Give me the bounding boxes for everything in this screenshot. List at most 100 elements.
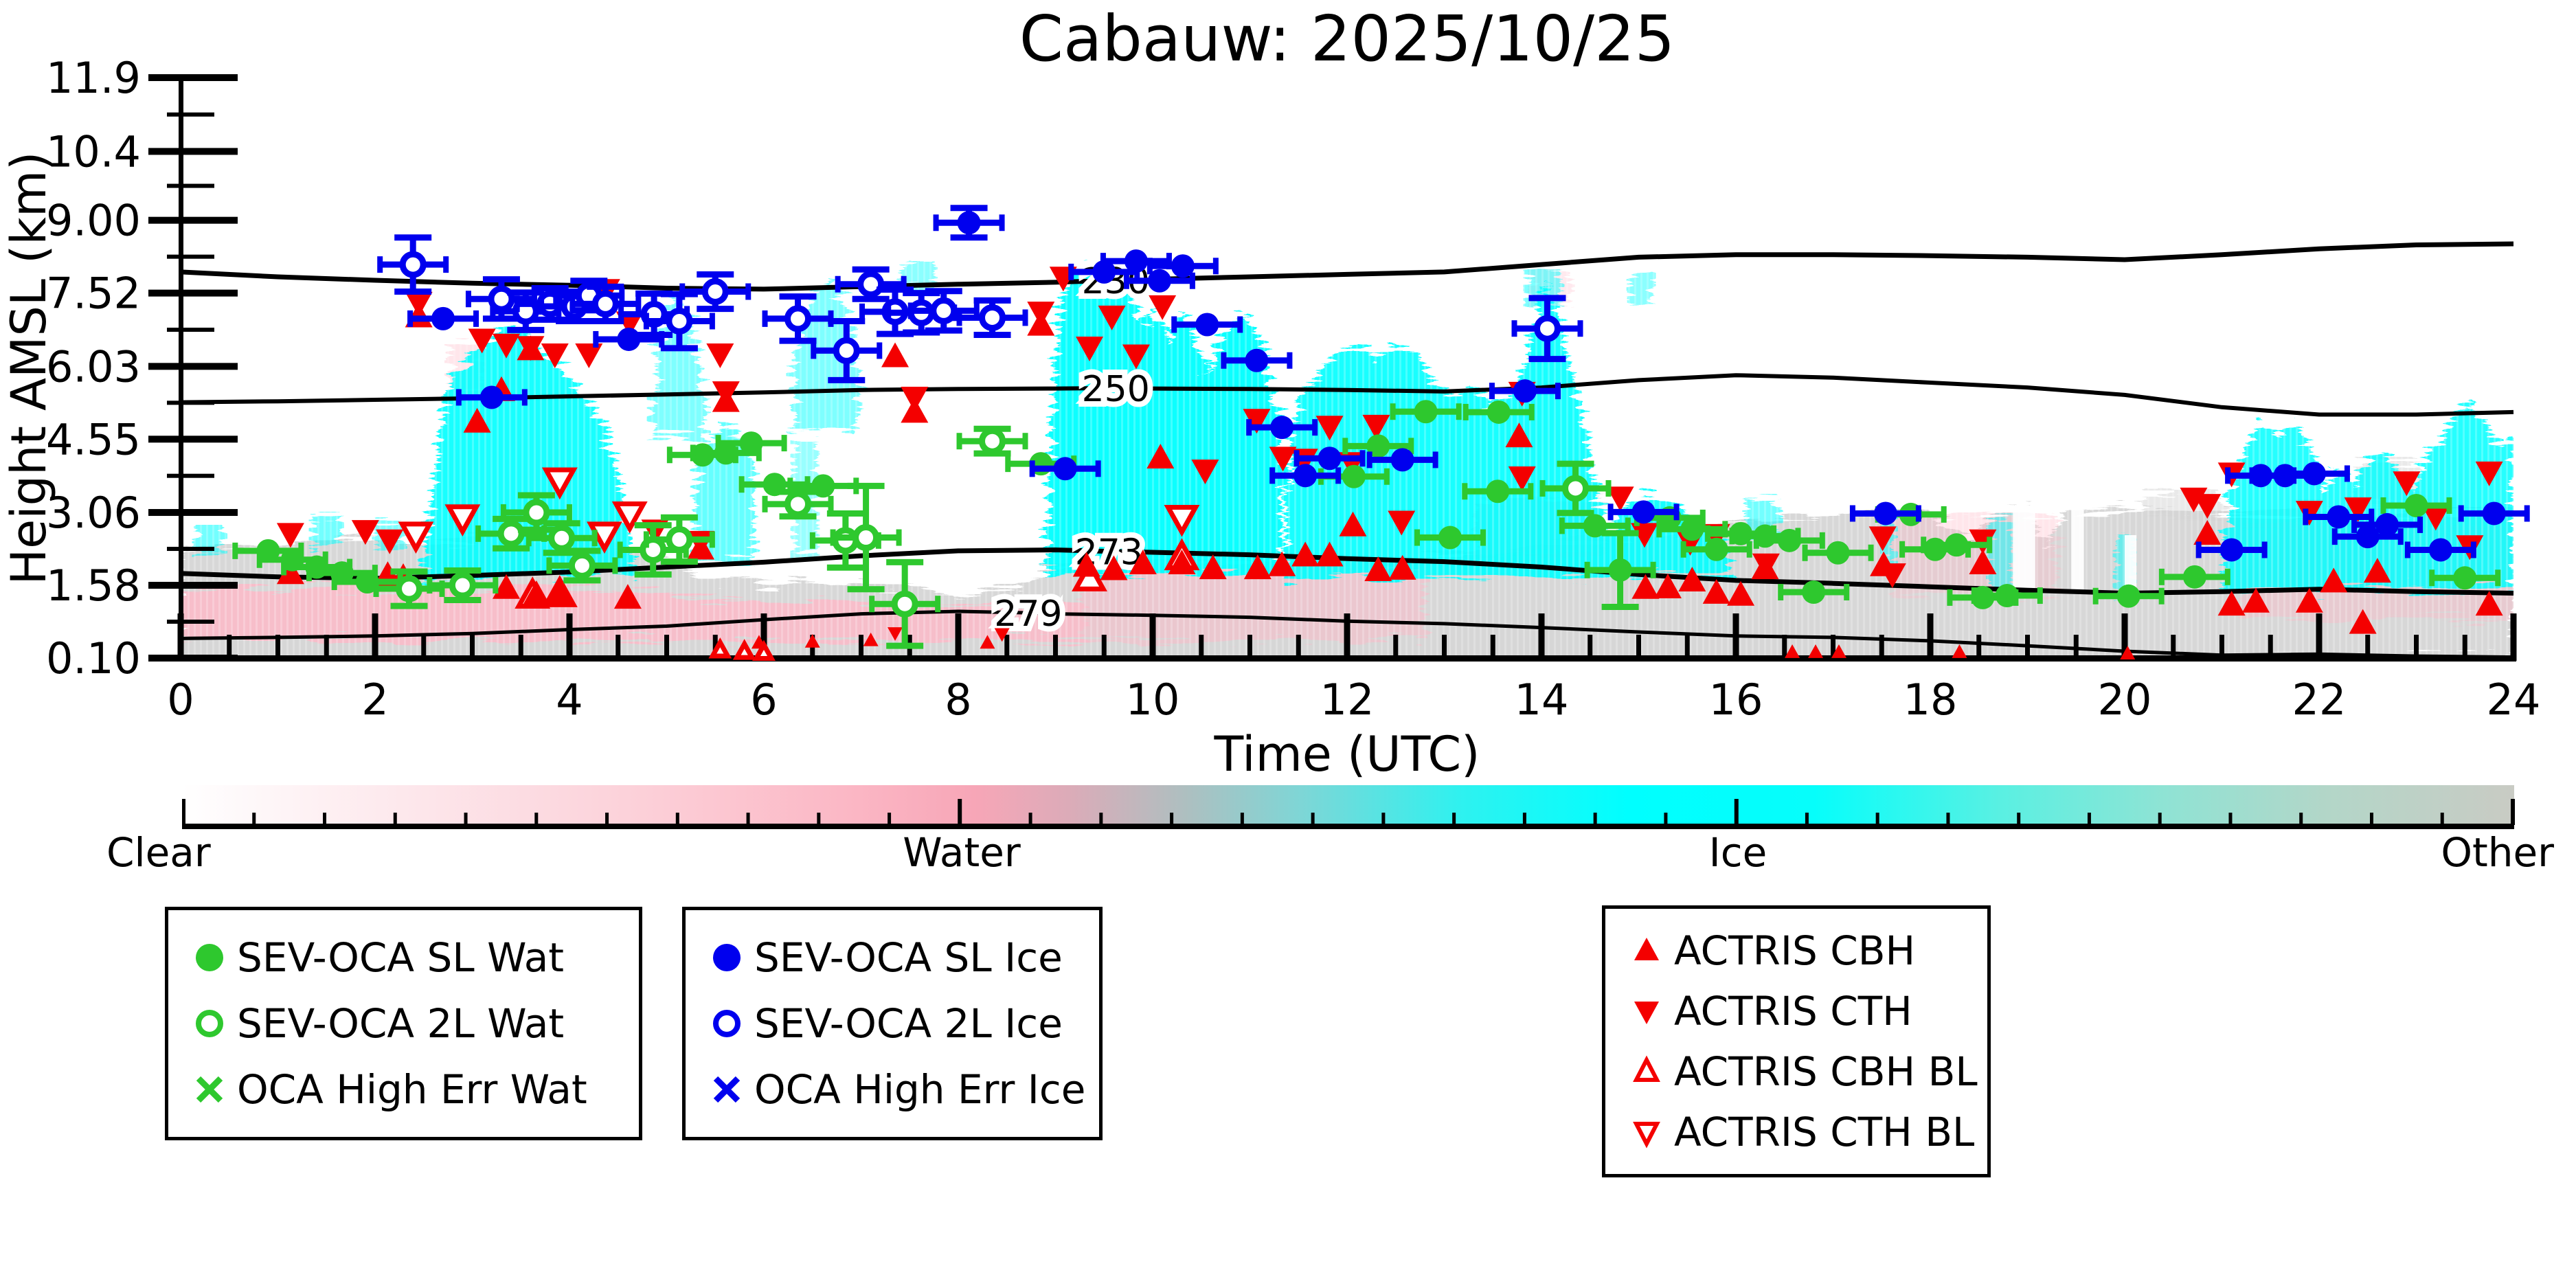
y-major-tick <box>148 655 238 662</box>
x-major-tick <box>1344 613 1351 661</box>
actris-cth-marker <box>1388 510 1416 536</box>
sev-oca-sl-wat-marker <box>1995 584 2019 608</box>
y-tick-label: 11.9 <box>46 53 141 103</box>
x-minor-tick <box>2219 635 2224 661</box>
actris-cth-marker <box>1149 295 1177 320</box>
sev-oca-sl-wat-marker <box>739 431 763 455</box>
sev-oca-sl-wat-marker <box>1802 580 1826 605</box>
legend-item: ACTRIS CBH BL <box>1630 1048 1987 1095</box>
actris-cbh-marker <box>1315 541 1344 567</box>
sev-oca-sl-wat-marker <box>1608 558 1632 582</box>
sev-oca-sl-ice-marker <box>2428 538 2452 562</box>
sev-oca-sl-ice-marker <box>2355 525 2380 549</box>
x-minor-tick <box>2171 635 2176 661</box>
sev-oca-2l-wat-marker <box>548 524 576 552</box>
x-marker-icon <box>713 1076 741 1103</box>
sev-oca-sl-wat-marker <box>811 474 835 498</box>
actris-cth-marker <box>1315 416 1344 441</box>
legend-item: SEV-OCA SL Wat <box>193 934 639 981</box>
x-tick-label: 0 <box>167 675 194 725</box>
actris-cth-marker <box>1508 466 1536 492</box>
y-major-tick <box>148 582 238 589</box>
sev-oca-sl-wat-marker <box>1486 479 1510 504</box>
actris-cbh-marker <box>493 574 521 599</box>
sev-oca-sl-ice-marker <box>431 306 455 330</box>
sev-oca-2l-wat-marker <box>1562 475 1590 502</box>
y-minor-tick <box>167 183 214 188</box>
x-minor-tick <box>859 635 863 661</box>
open-circle-icon <box>713 1010 741 1037</box>
legend-label: ACTRIS CTH BL <box>1674 1109 1975 1155</box>
y-minor-tick <box>167 473 214 478</box>
filled-triangle-down-icon <box>1634 1002 1659 1024</box>
x-minor-tick <box>615 635 621 661</box>
actris-cth-marker <box>1362 414 1390 440</box>
x-minor-tick <box>2268 635 2273 661</box>
actris-cth-bl-marker <box>611 501 648 534</box>
actris-cbh-marker <box>804 633 820 648</box>
sev-oca-sl-wat-marker <box>1826 541 1850 565</box>
colorbar-label-clear: Clear <box>106 829 211 876</box>
x-major-tick <box>760 613 767 661</box>
actris-cbh-marker <box>1727 580 1755 606</box>
x-major-tick <box>1149 613 1156 661</box>
actris-cth-marker <box>1243 409 1271 434</box>
sev-oca-sl-ice-marker <box>2327 505 2351 529</box>
sev-oca-sl-wat-marker <box>1342 464 1366 488</box>
actris-cth-marker <box>376 529 404 554</box>
legend-item: ACTRIS CBH <box>1630 927 1987 974</box>
actris-cth-marker <box>1122 344 1150 370</box>
actris-cth-marker <box>517 336 545 361</box>
x-minor-tick <box>1199 635 1204 661</box>
sev-oca-sl-wat-marker <box>1414 400 1438 424</box>
legend-water: SEV-OCA SL Wat SEV-OCA 2L Wat OCA High E… <box>165 907 642 1140</box>
actris-cth-bl-marker <box>586 521 622 554</box>
x-tick-label: 20 <box>2098 675 2152 725</box>
sev-oca-sl-ice-marker <box>1124 249 1148 273</box>
sev-oca-2l-wat-marker <box>979 427 1006 455</box>
actris-cth-marker <box>712 381 740 407</box>
x-minor-tick <box>1004 635 1010 661</box>
sev-oca-2l-ice-marker <box>1533 315 1561 342</box>
sev-oca-sl-wat-marker <box>2116 584 2140 608</box>
sev-oca-sl-wat-marker <box>355 570 379 594</box>
y-tick-label: 6.03 <box>46 341 141 392</box>
sev-oca-sl-ice-marker <box>1147 269 1171 293</box>
sev-oca-sl-ice-marker <box>1245 348 1269 372</box>
actris-cth-marker <box>2193 494 2222 519</box>
actris-cth-marker <box>468 328 496 354</box>
sev-oca-sl-ice-marker <box>617 327 641 351</box>
colorbar-label-other: Other <box>2441 829 2554 876</box>
actris-cth-marker <box>541 343 569 369</box>
sev-oca-2l-wat-marker <box>568 552 596 579</box>
sev-oca-sl-ice-marker <box>1390 448 1414 472</box>
actris-cth-marker <box>1630 523 1658 548</box>
x-axis-title: Time (UTC) <box>1214 726 1480 782</box>
sev-oca-sl-ice-marker <box>957 211 981 235</box>
actris-cth-bl-marker <box>1164 504 1200 537</box>
actris-cbh-marker <box>1952 644 1967 658</box>
actris-cth-marker <box>901 387 929 412</box>
category-colorbar <box>182 785 2514 824</box>
sev-oca-sl-wat-marker <box>2453 566 2477 590</box>
actris-cbh-marker <box>1678 567 1706 592</box>
actris-cth-marker <box>2393 471 2421 497</box>
sev-oca-sl-ice-marker <box>2302 462 2326 486</box>
y-major-tick <box>148 74 238 81</box>
x-minor-tick <box>1053 635 1058 661</box>
sev-oca-sl-wat-marker <box>1704 537 1728 561</box>
sev-oca-sl-ice-marker <box>1195 313 1219 337</box>
sev-oca-sl-wat-marker <box>1777 528 1801 552</box>
x-minor-tick <box>1247 635 1252 661</box>
x-major-tick <box>566 613 573 661</box>
actris-cbh-marker <box>1129 549 1157 574</box>
actris-cbh-bl-marker <box>708 637 732 659</box>
actris-cth-marker <box>2180 487 2208 512</box>
actris-cbh-marker <box>863 632 879 646</box>
actris-cth-marker <box>2295 501 2323 526</box>
isotherm-279 <box>180 609 2514 659</box>
x-minor-tick <box>2414 635 2419 661</box>
series-sev-oca-2l-wat <box>373 425 1612 649</box>
x-tick-label: 16 <box>1709 675 1763 725</box>
isotherm-label-279: 279 <box>994 594 1062 635</box>
